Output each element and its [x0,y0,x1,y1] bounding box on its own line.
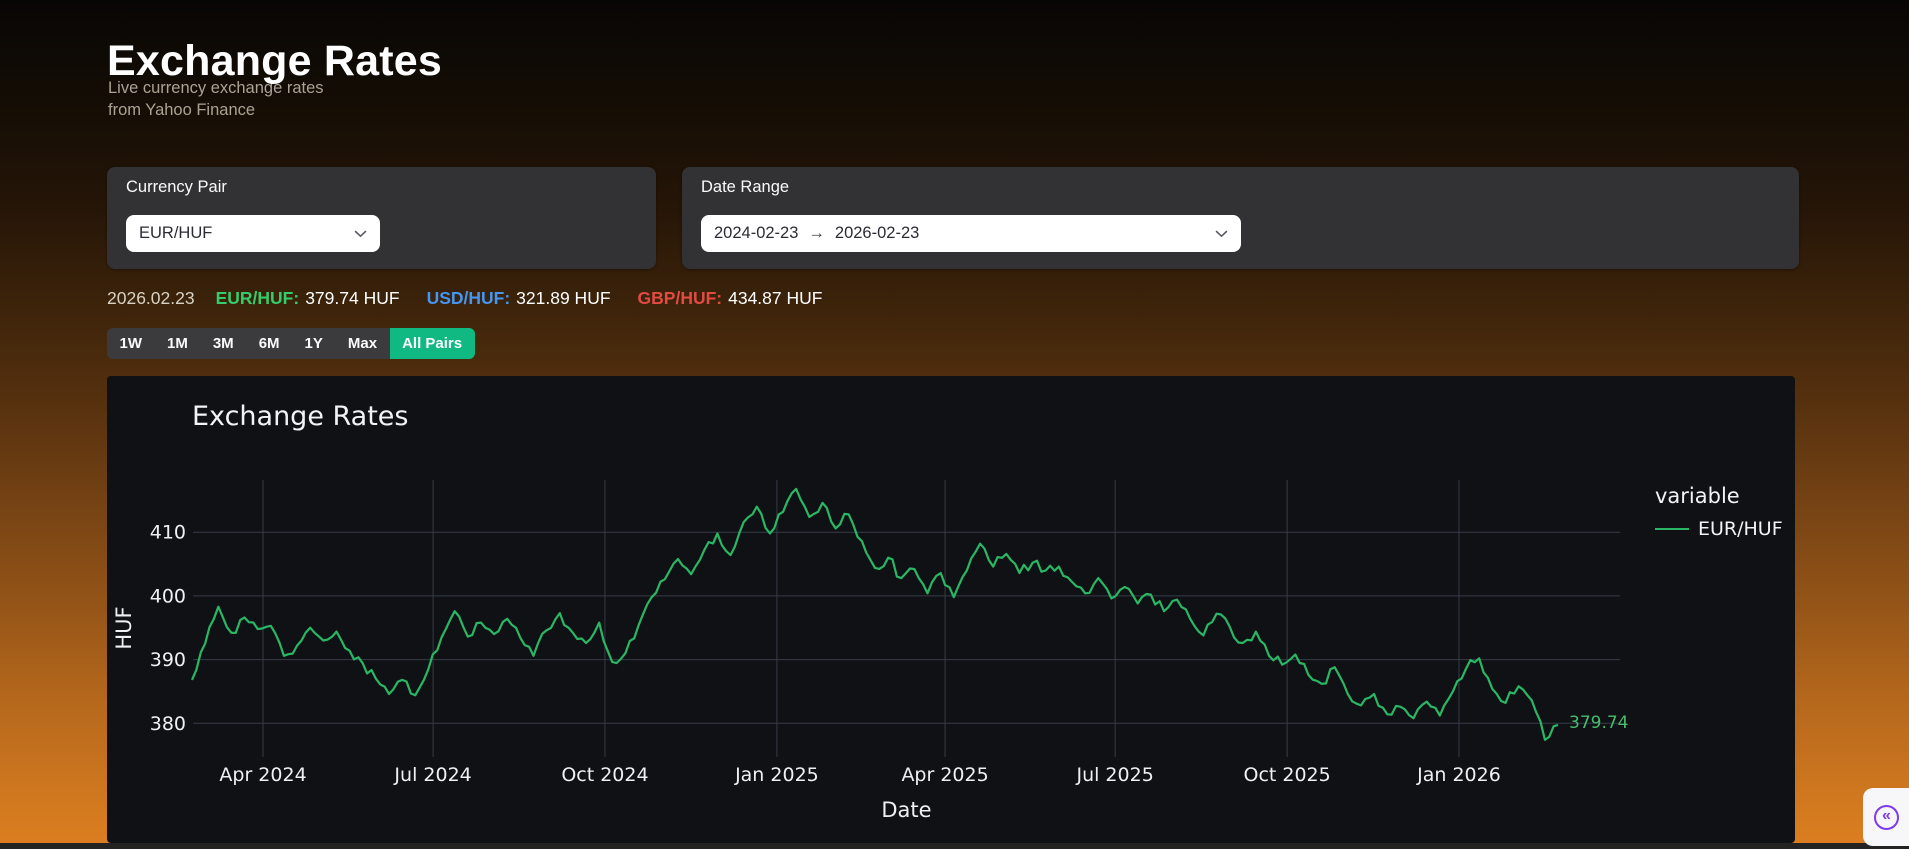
bottom-strip [0,843,1909,849]
legend-line-swatch [1655,528,1689,530]
eurhuf-line-series[interactable] [190,487,1559,741]
double-chevron-left-icon[interactable]: « [1873,804,1899,830]
quote-value: 379.74 HUF [305,288,400,308]
x-tick-label: Jan 2026 [1416,764,1501,786]
quote-eurhuf: EUR/HUF: 379.74 HUF [216,288,400,309]
range-button-6m[interactable]: 6M [246,328,293,359]
range-button-1y[interactable]: 1Y [292,328,336,359]
chart-legend: variable EUR/HUF [1655,484,1783,540]
x-tick-label: Oct 2024 [561,764,648,786]
latest-rates-status: 2026.02.23 EUR/HUF: 379.74 HUF USD/HUF: 321… [107,288,822,309]
y-tick-label: 410 [150,522,186,544]
currency-pair-label: Currency Pair [126,178,227,196]
date-range-label: Date Range [701,178,790,196]
y-tick-label: 390 [150,649,186,671]
chevron-down-icon [354,230,367,237]
x-tick-label: Oct 2025 [1243,764,1330,786]
range-button-3m[interactable]: 3M [200,328,247,359]
date-range-input[interactable]: 2024-02-23 → 2026-02-23 [701,215,1241,252]
currency-pair-select[interactable]: EUR/HUF [126,215,380,252]
quote-usdhuf: USD/HUF: 321.89 HUF [427,288,611,309]
legend-item-eurhuf[interactable]: EUR/HUF [1655,518,1783,540]
quote-pair-label: EUR/HUF: [215,288,300,308]
currency-pair-panel: Currency Pair EUR/HUF [107,167,656,269]
subtitle-line-2: from Yahoo Finance [108,100,256,119]
quote-pair-label: USD/HUF: [426,288,511,308]
subtitle-line-1: Live currency exchange rates [108,79,324,97]
date-range-end: 2026-02-23 [834,224,920,242]
last-value-annotation: 379.74 [1569,713,1629,733]
chevron-down-icon [1215,230,1228,237]
x-tick-label: Jul 2024 [393,764,471,786]
range-button-1w[interactable]: 1W [107,328,155,359]
chart-plot-area[interactable]: Apr 2024 Jul 2024 Oct 2024 Jan 2025 Apr 2025… [107,376,1795,843]
time-range-button-group: 1W 1M 3M 6M 1Y Max All Pairs [107,328,475,359]
x-axis-title: Date [881,798,931,822]
range-button-all-pairs[interactable]: All Pairs [389,328,475,359]
quote-pair-label: GBP/HUF: [637,288,723,308]
quote-value: 321.89 HUF [516,288,611,308]
x-tick-label: Apr 2024 [219,764,306,786]
chart-title: Exchange Rates [192,401,409,432]
range-button-max[interactable]: Max [335,328,390,359]
collapse-widget: « [1863,788,1909,846]
legend-title: variable [1655,484,1740,508]
y-tick-label: 400 [150,585,186,607]
status-date: 2026.02.23 [107,288,195,308]
date-range-start: 2024-02-23 [714,224,799,242]
page-title: Exchange Rates [107,36,443,85]
quote-value: 434.87 HUF [728,288,823,308]
exchange-rates-chart: Exchange Rates Apr 2024 Jul 2024 Oct 2024 J… [107,376,1795,843]
date-range-panel: Date Range 2024-02-23 → 2026-02-23 [682,167,1799,269]
y-tick-label: 380 [150,713,186,735]
x-tick-label: Jan 2025 [734,764,819,786]
range-button-1m[interactable]: 1M [154,328,201,359]
currency-pair-value: EUR/HUF [139,224,213,242]
quote-gbphuf: GBP/HUF: 434.87 HUF [638,288,823,309]
y-axis-title: HUF [112,606,136,649]
x-tick-label: Apr 2025 [901,764,988,786]
x-tick-label: Jul 2025 [1075,764,1153,786]
legend-series-label: EUR/HUF [1698,518,1783,540]
page-subtitle: Live currency exchange rates from Yahoo … [108,78,324,121]
arrow-right-icon: → [808,224,825,242]
